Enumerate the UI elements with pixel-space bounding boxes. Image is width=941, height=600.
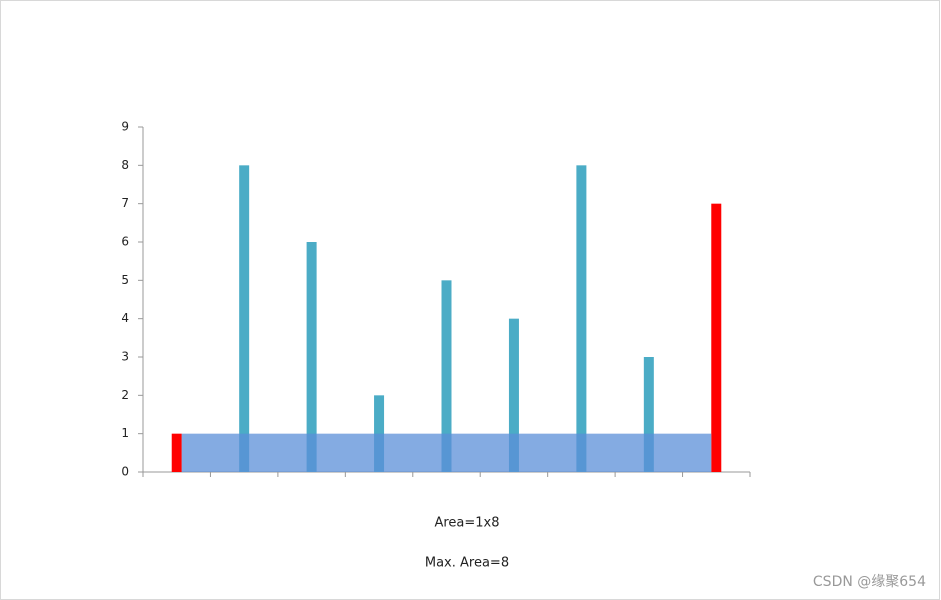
y-tick-label: 4 [121, 311, 129, 325]
bar [643, 357, 654, 472]
bar [239, 165, 250, 473]
y-tick-label: 0 [121, 465, 129, 479]
annotation: Max. Area=8 [425, 556, 509, 571]
bar [711, 203, 722, 472]
annotation: Area=1x8 [434, 516, 499, 531]
y-tick-label: 8 [121, 158, 129, 172]
y-tick-label: 1 [121, 426, 129, 440]
y-tick-label: 9 [121, 120, 129, 134]
bar [441, 280, 452, 472]
y-tick-label: 3 [121, 350, 129, 364]
bar [306, 242, 317, 472]
bar [171, 433, 182, 472]
y-tick-label: 5 [121, 273, 129, 287]
y-tick-label: 6 [121, 235, 129, 249]
bar [576, 165, 587, 473]
y-tick-label: 7 [121, 196, 129, 210]
watermark: CSDN @缘聚654 [813, 574, 926, 590]
y-tick-label: 2 [121, 388, 129, 402]
area-highlight [181, 433, 712, 472]
bar [508, 318, 519, 472]
